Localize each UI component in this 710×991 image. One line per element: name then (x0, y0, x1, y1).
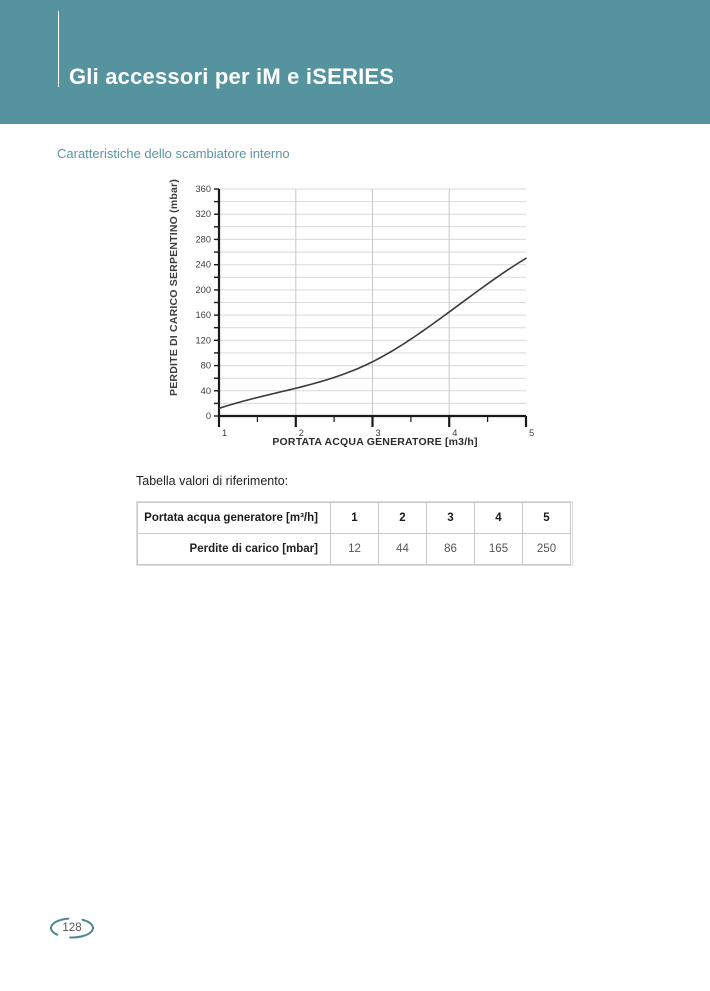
svg-text:320: 320 (195, 209, 211, 219)
svg-text:0: 0 (206, 411, 211, 421)
svg-text:200: 200 (195, 285, 211, 295)
svg-text:80: 80 (201, 361, 211, 371)
svg-text:280: 280 (195, 234, 211, 244)
svg-text:160: 160 (195, 310, 211, 320)
svg-text:120: 120 (195, 335, 211, 345)
svg-text:240: 240 (195, 260, 211, 270)
svg-text:40: 40 (201, 386, 211, 396)
svg-text:360: 360 (195, 185, 211, 194)
